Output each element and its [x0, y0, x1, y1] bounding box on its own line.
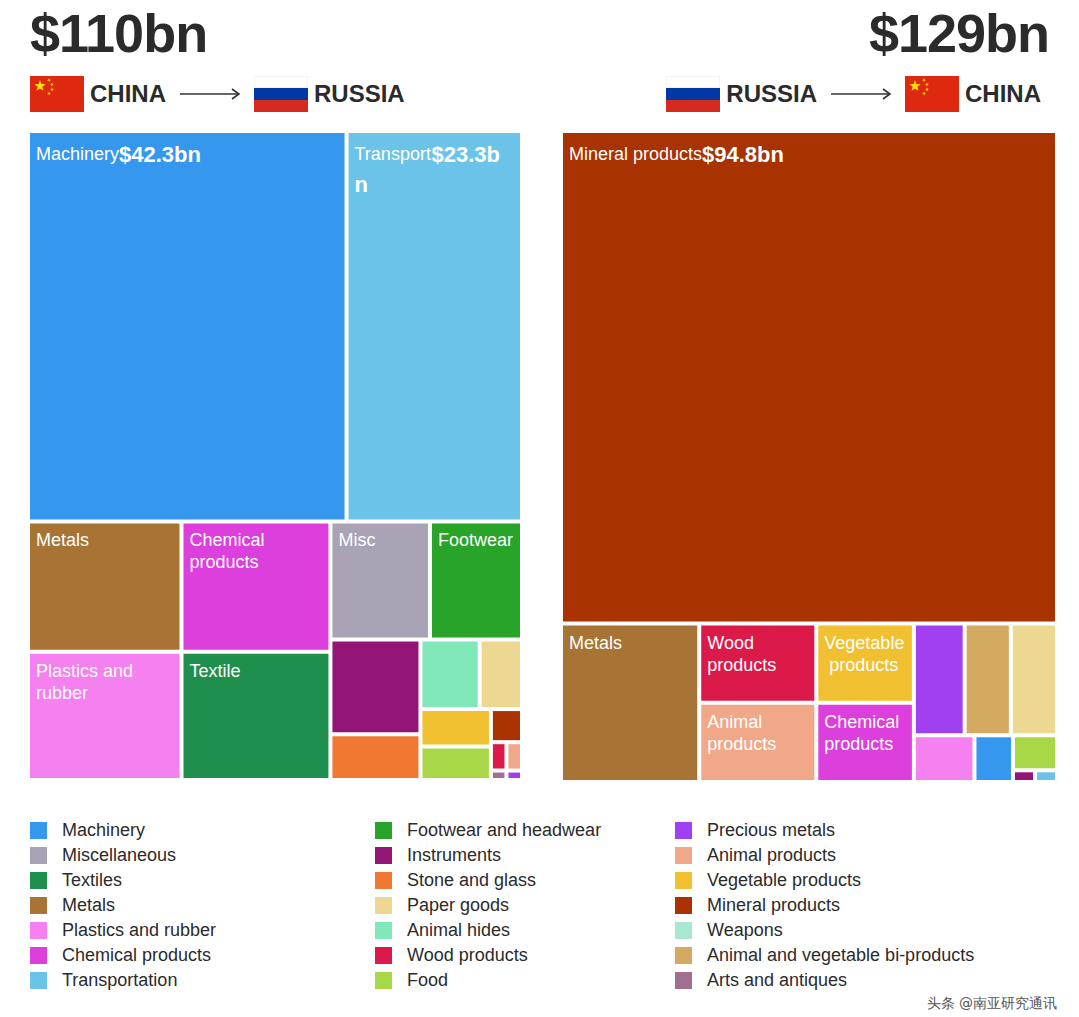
html-text:Miscellaneous: Miscellaneous: [62, 845, 177, 865]
html-text:Weapons: Weapons: [707, 920, 783, 940]
html-text:RUSSIA: RUSSIA: [314, 80, 405, 107]
html-text:Chemical products: Chemical products: [62, 945, 212, 965]
html-text:Vegetable products: Vegetable products: [707, 870, 862, 890]
svg-text:Vegetable: Vegetable: [824, 633, 904, 653]
html-text:Footwear and headwear: Footwear and headwear: [407, 820, 602, 840]
svg-text:rubber: rubber: [36, 683, 88, 703]
html-text:Textiles: Textiles: [62, 870, 122, 890]
svg-text:Textile: Textile: [189, 661, 240, 681]
svg-text:Mineral products: Mineral products: [569, 144, 702, 164]
svg-text:$23.3b: $23.3b: [432, 142, 501, 167]
svg-text:Wood: Wood: [707, 633, 759, 653]
svg-text:n: n: [355, 172, 368, 197]
svg-text:$42.3bn: $42.3bn: [119, 142, 201, 167]
svg-text:products: products: [707, 734, 776, 754]
svg-text:Metals: Metals: [36, 530, 89, 550]
html-text:CHINA: CHINA: [90, 80, 166, 107]
html-text:Instruments: Instruments: [407, 845, 501, 865]
html-text:Animal hides: Animal hides: [407, 920, 511, 940]
svg-text:Chemical: Chemical: [189, 530, 269, 550]
html-text:Transportation: Transportation: [62, 970, 178, 990]
svg-text:products: products: [824, 734, 893, 754]
html-text:头条 @南亚研究通讯: 头条 @南亚研究通讯: [926, 995, 1057, 1011]
html-text:Precious metals: Precious metals: [707, 820, 836, 840]
svg-text:$94.8bn: $94.8bn: [702, 142, 784, 167]
html-text:Food: Food: [407, 970, 448, 990]
html-text:Machinery: Machinery: [62, 820, 145, 840]
html-text:Arts and antiques: Arts and antiques: [707, 970, 848, 990]
svg-text:products: products: [707, 655, 776, 675]
html-text:CHINA: CHINA: [965, 80, 1041, 107]
html-text:$110bn: $110bn: [30, 3, 208, 63]
html-text:Wood products: Wood products: [407, 945, 528, 965]
html-text:Plastics and rubber: Plastics and rubber: [62, 920, 217, 940]
svg-text:Plastics and: Plastics and: [36, 661, 138, 681]
html-text:$129bn: $129bn: [868, 3, 1049, 63]
html-text:Animal and vegetable bi-produc: Animal and vegetable bi-products: [707, 945, 975, 965]
svg-text:Animal: Animal: [707, 712, 767, 732]
svg-text:Chemical: Chemical: [824, 712, 904, 732]
html-text:Metals: Metals: [62, 895, 115, 915]
svg-text:Machinery: Machinery: [36, 144, 119, 164]
svg-text:Transport: Transport: [355, 144, 431, 164]
svg-text:Footwear: Footwear: [438, 530, 513, 550]
html-text:RUSSIA: RUSSIA: [726, 80, 817, 107]
html-text:Paper goods: Paper goods: [407, 895, 510, 915]
html-text:Stone and glass: Stone and glass: [407, 870, 537, 890]
svg-text:Metals: Metals: [569, 633, 622, 653]
html-text:Animal products: Animal products: [707, 845, 837, 865]
svg-text:products: products: [824, 655, 898, 675]
html-text:Mineral products: Mineral products: [707, 895, 841, 915]
svg-text:products: products: [189, 552, 258, 572]
svg-text:Misc: Misc: [338, 530, 375, 550]
